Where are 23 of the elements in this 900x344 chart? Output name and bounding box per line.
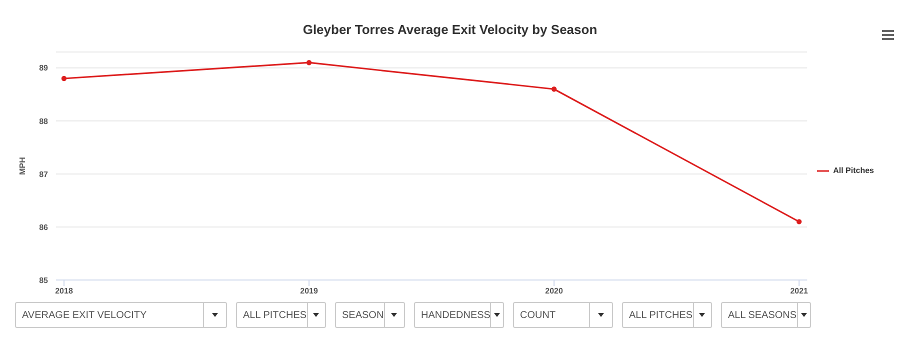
dropdown-field: ALL PITCHES bbox=[622, 302, 712, 328]
x-tick-label: 2019 bbox=[300, 286, 318, 296]
dropdown-field: AVERAGE EXIT VELOCITY bbox=[15, 302, 227, 328]
chart-title: Gleyber Torres Average Exit Velocity by Season bbox=[302, 22, 598, 37]
y-tick-label: 88 bbox=[39, 116, 49, 126]
point bbox=[796, 219, 802, 224]
dropdown-field: HANDEDNESS bbox=[414, 302, 504, 328]
dropdown-field: ALL SEASONS bbox=[721, 302, 811, 328]
y-tick-label: 89 bbox=[39, 64, 49, 73]
point bbox=[551, 86, 557, 92]
y-tick-label: 86 bbox=[39, 222, 49, 232]
y-axis-title: MPH bbox=[18, 156, 27, 175]
dropdown-field: ALL PITCHES bbox=[236, 302, 326, 328]
dropdown-field: SEASON bbox=[335, 302, 405, 328]
x-tick-label: 2018 bbox=[55, 286, 74, 296]
y-tick-label: 87 bbox=[39, 170, 49, 179]
point bbox=[306, 60, 312, 66]
dropdown-field: COUNT bbox=[513, 302, 613, 328]
x-tick-label: 2020 bbox=[545, 286, 564, 296]
y-tick-label: 85 bbox=[39, 276, 49, 285]
point bbox=[61, 76, 67, 82]
legend-label: All Pitches bbox=[833, 166, 874, 176]
x-tick-label: 2021 bbox=[790, 286, 809, 296]
